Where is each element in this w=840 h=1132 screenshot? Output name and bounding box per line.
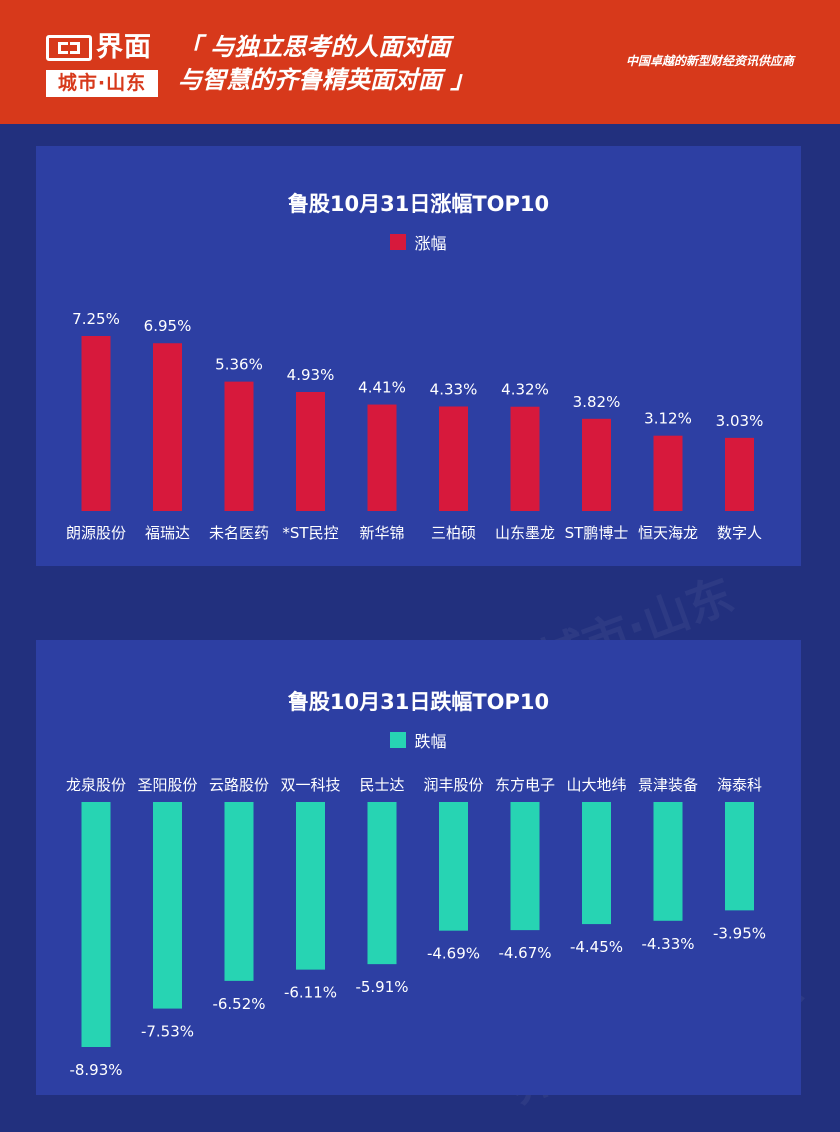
data-label: -5.91% [355, 978, 408, 996]
chart-title: 鲁股10月31日跌幅TOP10 [287, 690, 550, 714]
data-label: 3.03% [716, 412, 764, 430]
data-label: 4.41% [358, 379, 406, 397]
category-label: 圣阳股份 [137, 776, 197, 794]
data-label: -6.52% [212, 995, 265, 1013]
bar [367, 802, 397, 965]
category-label: 三柏硕 [431, 524, 476, 542]
data-label: -4.45% [570, 938, 623, 956]
chart-legend: 涨幅 [36, 230, 801, 254]
legend-label: 跌幅 [414, 732, 447, 751]
legend-swatch [390, 234, 407, 250]
data-label: 4.93% [287, 366, 335, 384]
category-label: 数字人 [717, 524, 762, 542]
bar [153, 802, 182, 1009]
category-label: 景津装备 [638, 776, 698, 794]
losers-panel: 鲁股10月31日跌幅TOP10 跌幅 -8.93% 龙泉股份 -7.53% 圣阳股份 -… [36, 640, 801, 1095]
data-label: 3.12% [644, 410, 692, 428]
data-label: 4.32% [501, 381, 549, 399]
bar [81, 336, 111, 511]
data-label: 5.36% [215, 356, 263, 374]
bar [224, 381, 254, 511]
slogan-line-1: 「 与独立思考的人面对面 [178, 33, 451, 61]
logo-name: 界面 [96, 32, 152, 63]
slogan-line-2: 与智慧的齐鲁精英面对面 」 [178, 66, 475, 94]
data-label: -3.95% [713, 924, 766, 942]
category-label: *ST民控 [282, 524, 338, 542]
category-label: 民士达 [359, 776, 404, 794]
bar [439, 802, 468, 931]
data-label: 3.82% [573, 393, 621, 411]
bar [582, 802, 611, 925]
bar [296, 392, 325, 511]
category-label: 双一科技 [280, 776, 340, 794]
bar [224, 802, 254, 981]
category-label: ST鹏博士 [565, 524, 629, 542]
data-label: 6.95% [144, 317, 192, 335]
data-label: -6.11% [284, 984, 337, 1002]
bar [510, 802, 540, 931]
bar [725, 437, 754, 511]
category-label: 新华锦 [359, 524, 404, 542]
data-label: 4.33% [430, 380, 478, 398]
category-label: 山大地纬 [566, 776, 626, 794]
page-header: 界面 城市·山东 「 与独立思考的人面对面 与智慧的齐鲁精英面对面 」 中国卓越… [0, 0, 840, 124]
category-label: 未名医药 [209, 524, 269, 542]
gainers-panel: 鲁股10月31日涨幅TOP10 涨幅 7.25% 朗源股份 6.95% 福瑞达 5.36… [36, 146, 801, 566]
data-label: -7.53% [141, 1023, 194, 1041]
logo-icon [46, 35, 92, 61]
data-label: -4.67% [498, 944, 551, 962]
data-label: -8.93% [69, 1061, 122, 1079]
chart-title: 鲁股10月31日涨幅TOP10 [287, 192, 550, 216]
legend-swatch [390, 732, 407, 748]
brand-logo: 界面 城市·山东 [46, 31, 158, 97]
data-label: -4.33% [641, 935, 694, 953]
bar [367, 404, 397, 511]
legend-label: 涨幅 [414, 234, 447, 253]
bar [296, 802, 325, 970]
bar [582, 418, 611, 511]
logo-city: 城市·山东 [46, 70, 158, 97]
chart-legend: 跌幅 [36, 728, 801, 752]
gainers-bar-chart: 7.25% 朗源股份 6.95% 福瑞达 5.36% 未名医药 4.93% *ST民控 4.41… [66, 310, 764, 542]
category-label: 东方电子 [495, 776, 555, 794]
bar [653, 435, 683, 511]
tagline: 中国卓越的新型财经资讯供应商 [625, 54, 794, 68]
bar [81, 802, 111, 1047]
category-label: 海泰科 [717, 776, 762, 794]
bar [725, 802, 754, 911]
data-label: -4.69% [427, 945, 480, 963]
category-label: 龙泉股份 [66, 776, 126, 794]
category-label: 福瑞达 [145, 524, 190, 542]
category-label: 云路股份 [209, 776, 269, 794]
losers-bar-chart: -8.93% 龙泉股份 -7.53% 圣阳股份 -6.52% 云路股份 -6.11% 双一科技… [66, 776, 766, 1079]
bar [153, 343, 182, 511]
bar [439, 406, 468, 511]
bar [510, 406, 540, 511]
category-label: 山东墨龙 [495, 524, 555, 542]
category-label: 朗源股份 [66, 524, 126, 542]
category-label: 润丰股份 [423, 776, 483, 794]
bar [653, 802, 683, 921]
category-label: 恒天海龙 [638, 524, 698, 542]
data-label: 7.25% [72, 310, 120, 328]
